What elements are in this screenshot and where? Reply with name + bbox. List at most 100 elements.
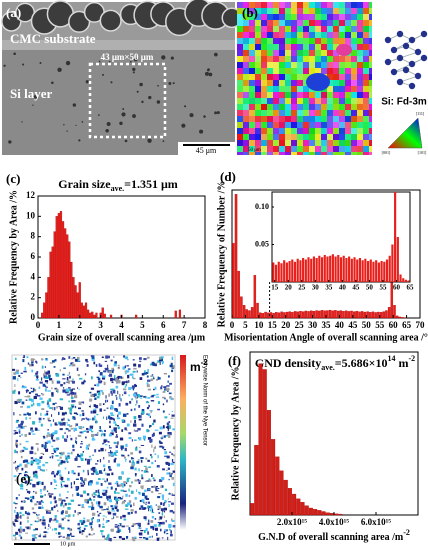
speckle (107, 505, 109, 509)
speckle (35, 533, 38, 536)
speckle (108, 355, 110, 359)
atom (414, 48, 422, 56)
interface (2, 40, 235, 50)
bar (355, 311, 359, 319)
speckle (81, 532, 84, 536)
speckle (96, 519, 100, 523)
speckle (55, 373, 60, 377)
grain (345, 74, 351, 80)
speckle (62, 461, 66, 463)
speckle (24, 433, 27, 437)
pore (33, 95, 38, 99)
speckle (104, 492, 107, 496)
speckle (152, 477, 155, 480)
speckle (158, 431, 162, 435)
speckle (164, 455, 168, 457)
speckle (112, 389, 116, 394)
speckle (161, 476, 165, 481)
pore (216, 111, 220, 115)
grain (249, 62, 255, 68)
speckle (35, 360, 38, 363)
speckle (35, 443, 39, 445)
speckle (156, 532, 158, 536)
inset-x-tick-label: 30 (312, 284, 320, 292)
speckle (120, 516, 122, 519)
speckle (154, 386, 157, 390)
grain (249, 134, 255, 140)
speckle (39, 456, 42, 459)
speckle (105, 489, 108, 493)
speckle (55, 519, 59, 523)
speckle (125, 525, 129, 527)
text-part: 14 (387, 354, 395, 363)
grain (339, 122, 345, 128)
speckle (119, 437, 124, 441)
speckle (110, 405, 114, 410)
speckle (83, 430, 86, 432)
speckle (81, 410, 84, 412)
speckle (13, 412, 15, 416)
speckle (135, 523, 139, 525)
speckle (65, 391, 69, 394)
x-tick-label: 6 (161, 320, 166, 330)
speckle (41, 358, 44, 361)
speckle (102, 392, 104, 395)
speckle (134, 496, 137, 500)
speckle (117, 441, 119, 445)
speckle (96, 511, 99, 513)
speckle (35, 459, 38, 463)
speckle (144, 489, 147, 492)
speckle (71, 397, 73, 400)
speckle (54, 500, 57, 504)
speckle (170, 472, 172, 476)
speckle (18, 494, 20, 496)
grain (357, 146, 363, 152)
speckle (142, 537, 146, 539)
grain (279, 8, 285, 14)
grain (243, 50, 249, 56)
grain (321, 68, 327, 74)
speckle (30, 427, 33, 431)
speckle (51, 507, 54, 511)
grain (363, 2, 369, 8)
speckle (116, 492, 120, 494)
speckle (131, 464, 135, 467)
speckle (19, 511, 22, 515)
panel-label: (f) (228, 353, 241, 368)
grain (273, 32, 279, 38)
speckle (67, 519, 70, 522)
grain (333, 62, 339, 68)
grain (369, 140, 372, 146)
inset-bar (375, 260, 378, 282)
speckle (92, 469, 96, 473)
speckle (115, 487, 118, 491)
speckle (54, 515, 57, 518)
speckle (69, 375, 71, 379)
speckle (101, 375, 106, 378)
speckle (163, 372, 168, 375)
grain (315, 122, 321, 128)
speckle (162, 425, 165, 429)
y-axis-label: Relative Frequency by Area /% (230, 366, 241, 500)
speckle (116, 425, 120, 427)
speckle (58, 421, 62, 425)
speckle (14, 449, 17, 454)
grain (345, 20, 351, 26)
grain (345, 146, 351, 152)
speckle (47, 429, 49, 431)
speckle (168, 434, 171, 438)
speckle (104, 429, 106, 432)
grain (345, 62, 351, 68)
speckle (17, 465, 20, 468)
speckle (38, 514, 40, 516)
bar (331, 310, 334, 319)
speckle (168, 503, 170, 508)
speckle (19, 463, 22, 467)
speckle (67, 452, 71, 455)
grain (285, 44, 291, 50)
speckle (126, 423, 130, 427)
grain (369, 74, 372, 80)
speckle (59, 428, 63, 431)
speckle (59, 493, 61, 497)
speckle (34, 470, 38, 474)
